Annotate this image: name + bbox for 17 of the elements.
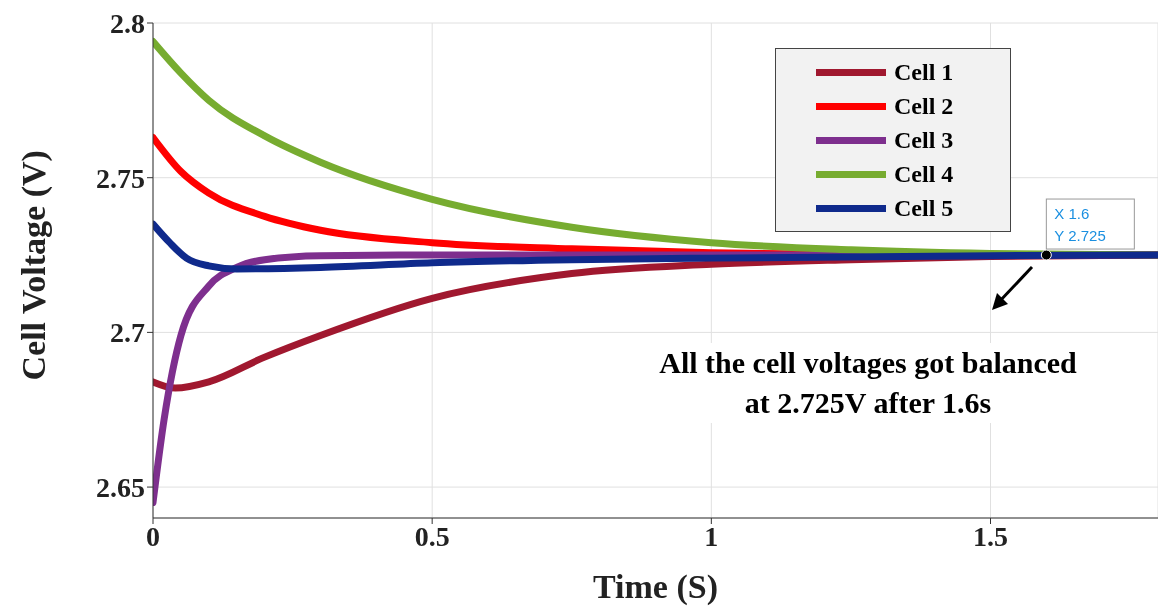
x-tick-label: 0.5 (414, 520, 450, 552)
legend-label: Cell 5 (894, 194, 954, 222)
legend-label: Cell 2 (894, 92, 954, 120)
x-tick-label: 1 (704, 520, 719, 552)
x-axis-title: Time (S) (593, 568, 718, 606)
y-tick-label: 2.8 (110, 7, 145, 39)
annotation: All the cell voltages got balanced at 2.725V after 1.6s (648, 343, 1088, 423)
y-tick-label: 2.65 (96, 472, 145, 503)
x-tick-label: 0 (146, 520, 160, 552)
y-axis-title: Cell Voltage (V) (15, 150, 54, 381)
legend-label: Cell 4 (894, 160, 954, 188)
legend-label: Cell 3 (894, 126, 954, 154)
y-tick-label: 2.7 (110, 317, 145, 349)
legend-label: Cell 1 (894, 58, 954, 86)
y-tick-label: 2.75 (96, 162, 145, 194)
x-tick-label: 1.5 (973, 520, 1008, 552)
annotation: X 1.6 Y 2.725 (1054, 205, 1106, 245)
